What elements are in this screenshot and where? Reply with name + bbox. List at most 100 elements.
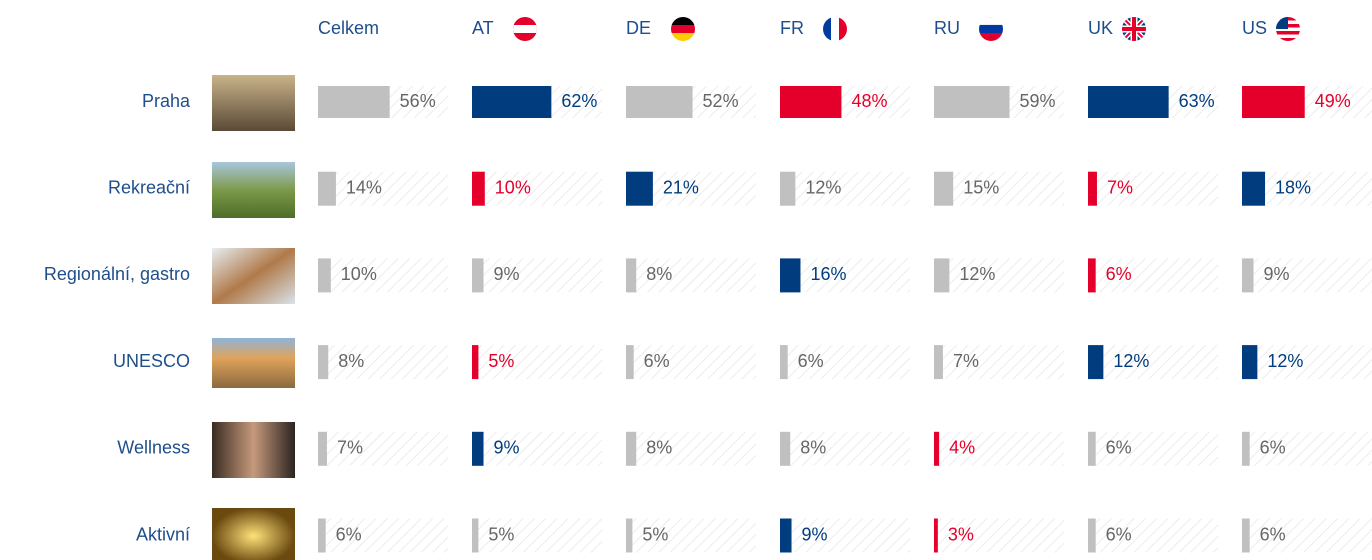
value-label: 14%	[346, 177, 382, 197]
column-header: Celkem	[318, 18, 379, 38]
bar	[1242, 172, 1265, 206]
flag-icon	[823, 17, 847, 41]
value-label: 7%	[337, 438, 363, 458]
bar-track	[1242, 258, 1372, 292]
bar-track	[1242, 345, 1372, 379]
bar	[1088, 432, 1096, 466]
bar	[780, 172, 795, 206]
column-header: US	[1242, 18, 1267, 38]
value-label: 7%	[1107, 177, 1133, 197]
column-header: UK	[1088, 18, 1113, 38]
value-label: 6%	[1106, 438, 1132, 458]
value-label: 16%	[810, 264, 846, 284]
value-label: 4%	[949, 438, 975, 458]
bar-track	[318, 258, 448, 292]
flag-icon	[1122, 17, 1146, 41]
flag-icon	[671, 17, 695, 41]
value-label: 49%	[1315, 91, 1351, 111]
bar	[626, 432, 636, 466]
bar	[1088, 172, 1097, 206]
bar-track	[318, 172, 448, 206]
bar	[318, 432, 327, 466]
bar	[780, 86, 841, 118]
bar	[472, 519, 478, 553]
bar	[934, 86, 1010, 118]
bar	[318, 258, 331, 292]
bar	[626, 258, 636, 292]
bar	[472, 172, 485, 206]
value-label: 10%	[341, 264, 377, 284]
column-header: DE	[626, 18, 651, 38]
value-label: 12%	[959, 264, 995, 284]
bar	[472, 345, 478, 379]
bar	[626, 172, 653, 206]
row-image	[212, 422, 295, 478]
bar	[780, 432, 790, 466]
bar	[472, 86, 551, 118]
column-header: FR	[780, 18, 804, 38]
bar	[318, 345, 328, 379]
value-label: 7%	[953, 351, 979, 371]
value-label: 12%	[1267, 351, 1303, 371]
bar	[1242, 258, 1254, 292]
bar	[1088, 519, 1096, 553]
bar	[626, 86, 693, 118]
value-label: 6%	[1106, 264, 1132, 284]
bar-track	[472, 172, 602, 206]
row-image	[212, 508, 295, 560]
bar-track	[934, 258, 1064, 292]
row-label: UNESCO	[113, 351, 190, 371]
value-label: 3%	[948, 524, 974, 544]
bar	[934, 172, 953, 206]
value-label: 9%	[802, 524, 828, 544]
value-label: 9%	[1264, 264, 1290, 284]
value-label: 9%	[494, 438, 520, 458]
row-label: Regionální, gastro	[44, 264, 190, 284]
value-label: 8%	[800, 438, 826, 458]
value-label: 6%	[1106, 524, 1132, 544]
value-label: 8%	[646, 438, 672, 458]
row-image	[212, 248, 295, 304]
column-header: RU	[934, 18, 960, 38]
row-image	[212, 338, 295, 388]
value-label: 63%	[1179, 91, 1215, 111]
bar-track	[472, 258, 602, 292]
row-image	[212, 162, 295, 218]
bar	[1088, 258, 1096, 292]
value-label: 6%	[644, 351, 670, 371]
bar	[1242, 519, 1250, 553]
value-label: 10%	[495, 177, 531, 197]
value-label: 8%	[338, 351, 364, 371]
bar	[318, 519, 326, 553]
value-label: 48%	[851, 91, 887, 111]
bar	[1242, 432, 1250, 466]
row-label: Rekreační	[108, 177, 190, 197]
value-label: 8%	[646, 264, 672, 284]
chart: Praha Rekreační Regionální, gastro UNESCO We…	[0, 0, 1372, 560]
bar-track	[780, 519, 910, 553]
bar	[472, 258, 484, 292]
row-label: Aktivní	[136, 524, 190, 544]
value-label: 21%	[663, 177, 699, 197]
bar	[1242, 86, 1305, 118]
value-label: 18%	[1275, 177, 1311, 197]
flag-icon	[1276, 17, 1300, 42]
bar	[780, 345, 788, 379]
row-image	[212, 75, 295, 131]
row-label: Wellness	[117, 438, 190, 458]
bar	[1088, 345, 1103, 379]
value-label: 6%	[336, 524, 362, 544]
bar	[780, 519, 792, 553]
bar-track	[472, 432, 602, 466]
value-label: 9%	[494, 264, 520, 284]
value-label: 59%	[1020, 91, 1056, 111]
row-label: Praha	[142, 91, 191, 111]
bar	[626, 519, 632, 553]
flag-icon	[513, 17, 537, 41]
bar	[934, 432, 939, 466]
bar	[934, 519, 938, 553]
value-label: 5%	[488, 524, 514, 544]
bar-track	[780, 172, 910, 206]
value-label: 5%	[488, 351, 514, 371]
value-label: 5%	[642, 524, 668, 544]
